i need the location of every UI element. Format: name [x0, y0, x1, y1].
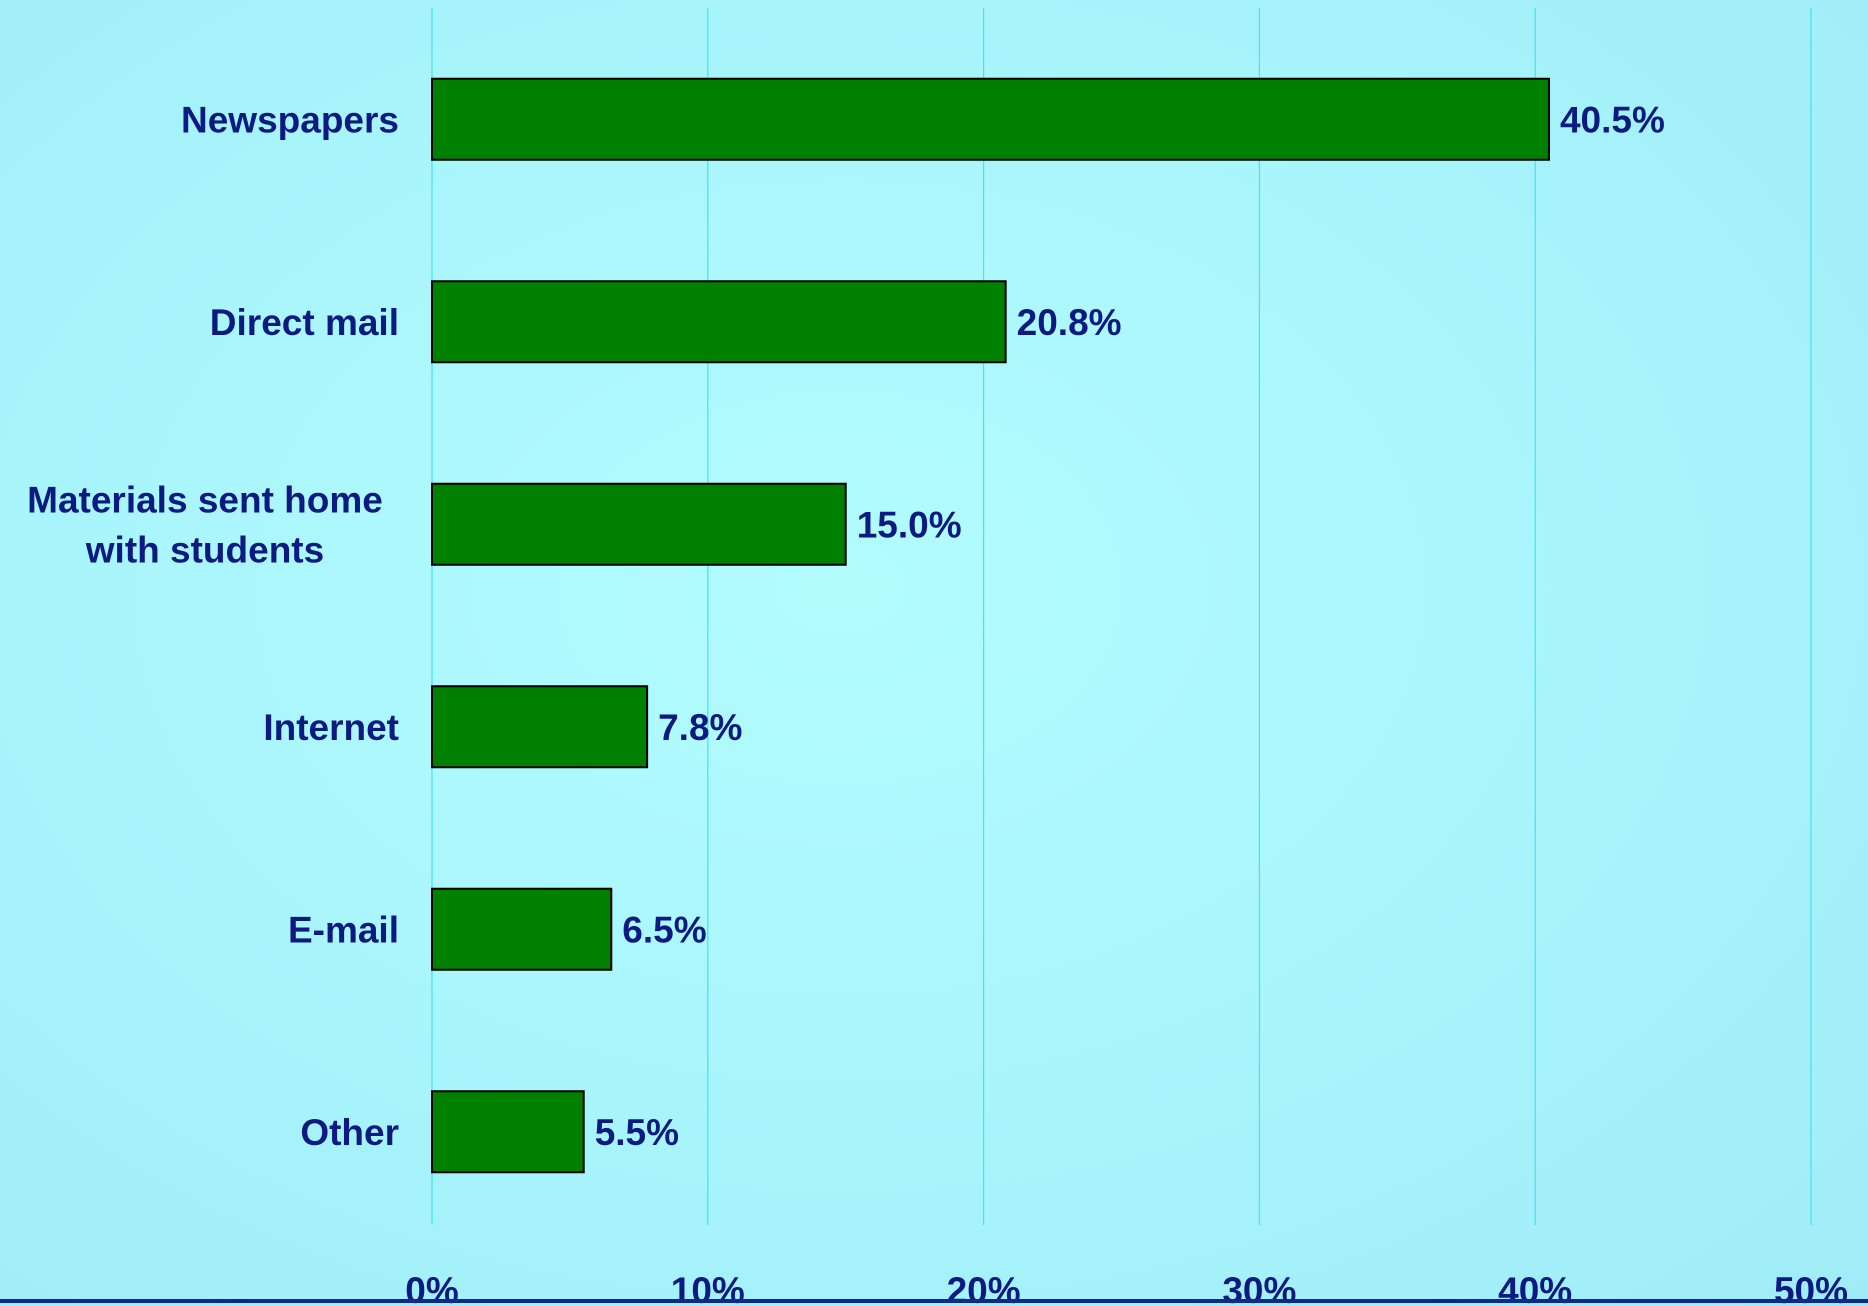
value-label-materials-sent-home-with-students: 15.0%	[857, 504, 962, 545]
category-labels: Newspapers Direct mail Materials sent home…	[27, 99, 399, 1153]
value-label-other: 5.5%	[595, 1112, 679, 1153]
category-label-direct-mail: Direct mail	[210, 302, 399, 343]
category-label-newspapers: Newspapers	[181, 99, 399, 140]
bar-newspapers	[431, 77, 1550, 161]
category-label-line: Other	[300, 1112, 399, 1153]
bar-direct-mail	[431, 280, 1007, 364]
value-labels: 40.5% 20.8% 15.0% 7.8% 6.5% 5.5%	[595, 99, 1665, 1153]
category-label-line: Materials sent home	[27, 479, 383, 520]
category-label-line: Newspapers	[181, 99, 399, 140]
bar-internet	[431, 685, 649, 769]
category-label-line: E-mail	[288, 909, 399, 950]
x-axis: 0% 10% 20% 30% 40% 50%	[0, 1270, 1868, 1306]
bar-e-mail	[431, 887, 613, 971]
category-label-other: Other	[300, 1112, 399, 1153]
bars	[431, 77, 1550, 1174]
category-label-materials-sent-home-with-students: Materials sent home with students	[27, 479, 383, 570]
category-label-internet: Internet	[263, 707, 399, 748]
value-label-e-mail: 6.5%	[622, 909, 706, 950]
bar-other	[431, 1090, 585, 1174]
category-label-line: with students	[85, 529, 324, 570]
grid-lines	[431, 8, 1812, 1225]
category-label-line: Internet	[263, 707, 399, 748]
bar-materials-sent-home-with-students	[431, 482, 847, 566]
value-label-internet: 7.8%	[658, 707, 742, 748]
category-label-e-mail: E-mail	[288, 909, 399, 950]
value-label-direct-mail: 20.8%	[1017, 302, 1122, 343]
category-label-line: Direct mail	[210, 302, 399, 343]
value-label-newspapers: 40.5%	[1560, 99, 1665, 140]
